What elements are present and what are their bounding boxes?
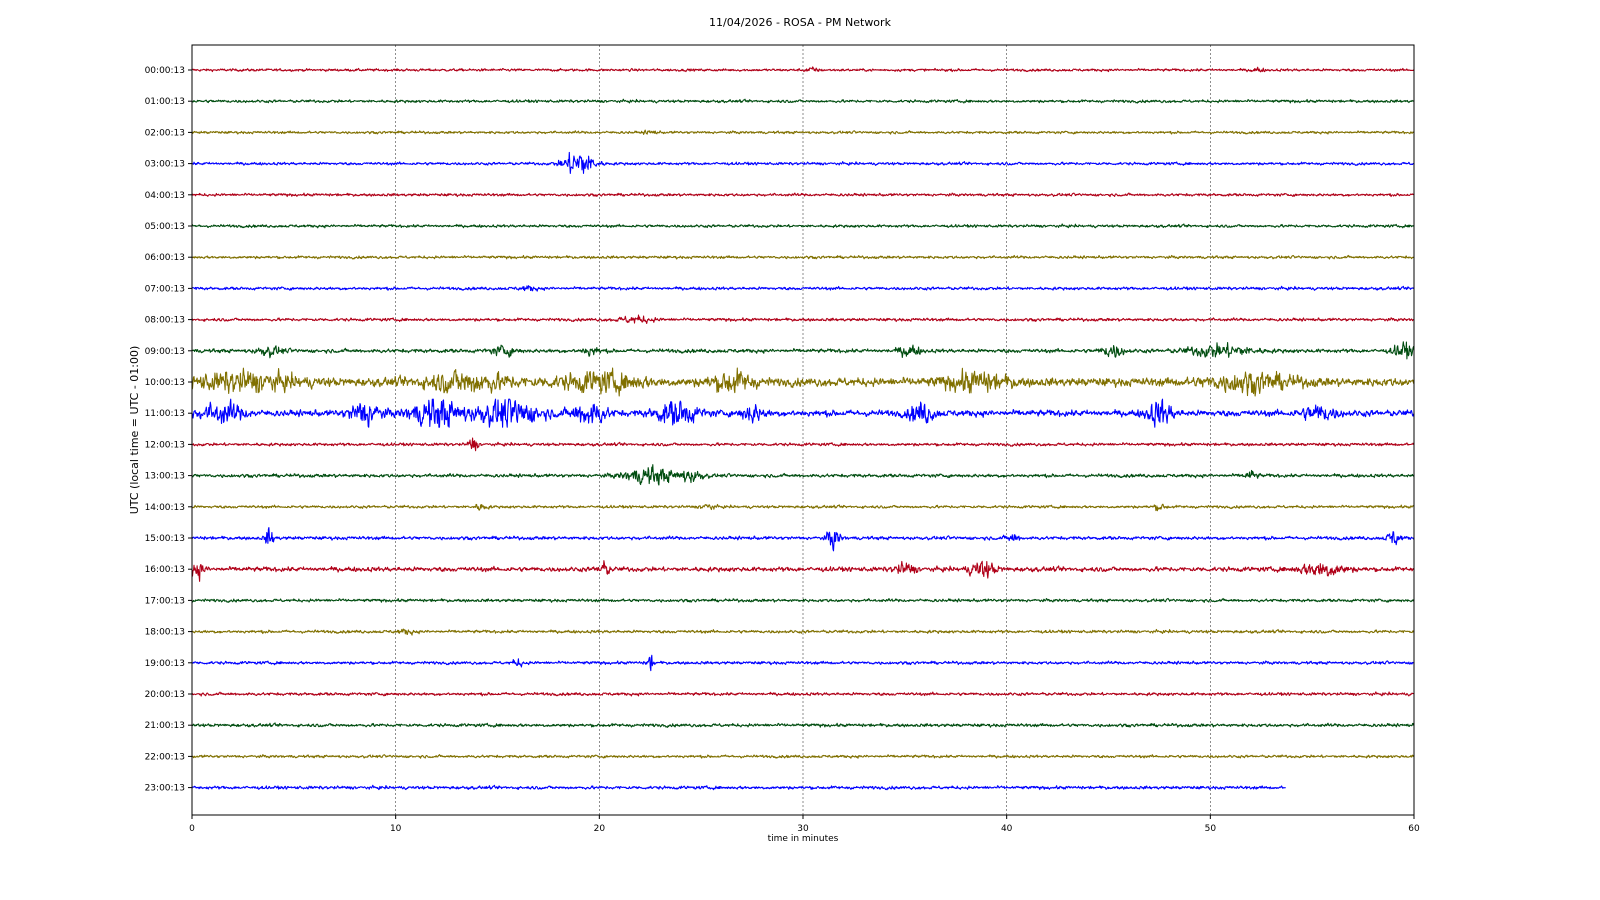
y-tick-label: 04:00:13 xyxy=(145,191,185,201)
trace-line xyxy=(191,129,1415,135)
x-axis: 0 10 20 30 40 50 60 xyxy=(189,815,1420,834)
trace-line xyxy=(191,754,1415,759)
y-tick-label: 02:00:13 xyxy=(145,128,185,138)
y-tick-label: 17:00:13 xyxy=(145,596,185,606)
trace-line xyxy=(191,367,1415,397)
x-axis-label: time in minutes xyxy=(768,834,839,844)
trace-line xyxy=(191,254,1415,260)
x-tick-label: 10 xyxy=(390,824,402,834)
trace-line xyxy=(191,151,1415,174)
trace-line xyxy=(191,192,1415,198)
trace-line xyxy=(191,691,1415,697)
trace-line xyxy=(191,464,1415,486)
trace-line xyxy=(191,527,1415,552)
y-tick-label: 11:00:13 xyxy=(145,409,185,419)
x-tick-label: 30 xyxy=(797,824,809,834)
x-tick-label: 0 xyxy=(189,824,195,834)
traces xyxy=(191,66,1415,791)
y-tick-label: 12:00:13 xyxy=(145,440,185,450)
y-tick-label: 00:00:13 xyxy=(145,66,185,76)
y-tick-label: 06:00:13 xyxy=(145,253,185,263)
x-tick-label: 20 xyxy=(594,824,606,834)
trace-line xyxy=(191,784,1286,791)
y-tick-label: 18:00:13 xyxy=(145,628,185,638)
y-tick-label: 01:00:13 xyxy=(145,97,185,107)
trace-line xyxy=(191,437,1415,452)
y-tick-label: 09:00:13 xyxy=(145,347,185,357)
trace-line xyxy=(191,341,1415,360)
y-tick-label: 07:00:13 xyxy=(145,284,185,294)
trace-line xyxy=(191,597,1415,603)
trace-line xyxy=(191,66,1415,73)
y-tick-label: 05:00:13 xyxy=(145,222,185,232)
grid-lines xyxy=(395,45,1211,815)
trace-line xyxy=(191,503,1415,512)
chart-title: 11/04/2026 - ROSA - PM Network xyxy=(709,16,892,29)
y-tick-label: 03:00:13 xyxy=(145,160,185,170)
trace-line xyxy=(191,285,1415,292)
trace-line xyxy=(191,223,1415,229)
y-tick-label: 10:00:13 xyxy=(145,378,185,388)
trace-line xyxy=(191,628,1415,636)
x-tick-label: 40 xyxy=(1001,824,1013,834)
y-tick-label: 20:00:13 xyxy=(145,690,185,700)
trace-line xyxy=(191,654,1415,672)
y-tick-label: 19:00:13 xyxy=(145,659,185,669)
y-tick-label: 08:00:13 xyxy=(145,316,185,326)
trace-line xyxy=(191,98,1415,104)
x-tick-label: 50 xyxy=(1205,824,1217,834)
trace-line xyxy=(191,314,1415,325)
y-tick-label: 22:00:13 xyxy=(145,752,185,762)
y-tick-label: 16:00:13 xyxy=(145,565,185,575)
y-tick-label: 13:00:13 xyxy=(145,472,185,482)
y-tick-label: 23:00:13 xyxy=(145,784,185,794)
trace-line xyxy=(191,722,1415,728)
trace-line xyxy=(191,398,1415,428)
y-tick-label: 21:00:13 xyxy=(145,721,185,731)
y-tick-label: 15:00:13 xyxy=(145,534,185,544)
x-tick-label: 60 xyxy=(1408,824,1420,834)
y-tick-label: 14:00:13 xyxy=(145,503,185,513)
trace-line xyxy=(191,560,1415,582)
y-axis: 00:00:13 01:00:13 02:00:13 03:00:13 04:00:13… xyxy=(145,66,192,794)
y-axis-label: UTC (local time = UTC - 01:00) xyxy=(128,346,141,515)
